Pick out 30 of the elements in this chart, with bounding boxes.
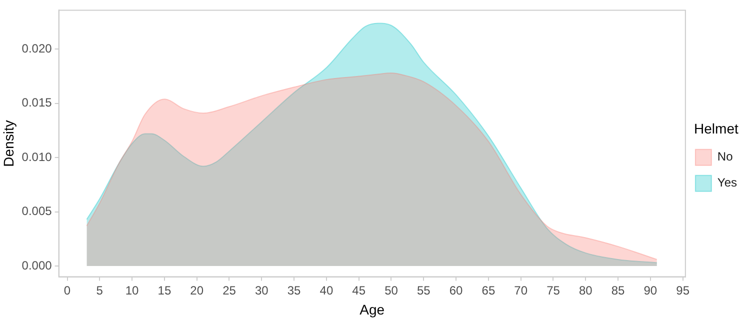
x-tick-label: 35	[287, 283, 302, 298]
x-axis-title: Age	[360, 301, 385, 318]
x-tick-label: 65	[482, 283, 496, 298]
legend-label: No	[717, 150, 734, 164]
x-tick-label: 95	[676, 283, 690, 298]
legend-title: Helmet	[694, 120, 738, 136]
y-tick-label: 0.020	[22, 42, 52, 56]
x-tick-label: 45	[352, 283, 366, 298]
x-tick-label: 55	[416, 283, 431, 298]
x-tick-label: 20	[190, 283, 204, 298]
x-tick-label: 60	[449, 283, 464, 298]
y-tick-label: 0.000	[22, 258, 52, 272]
x-tick-label: 30	[254, 283, 269, 298]
x-tick-label: 25	[222, 283, 236, 298]
x-tick-label: 40	[320, 283, 334, 298]
x-tick-label: 90	[644, 283, 658, 298]
x-tick-label: 75	[546, 283, 560, 298]
x-tick-label: 10	[125, 283, 140, 298]
y-tick-label: 0.010	[22, 150, 52, 164]
x-tick-label: 15	[158, 283, 172, 298]
x-tick-label: 0	[64, 283, 71, 298]
x-tick-label: 80	[578, 283, 593, 298]
x-tick-label: 85	[611, 283, 626, 298]
y-axis-title: Density	[0, 120, 16, 167]
x-tick-label: 70	[514, 283, 528, 298]
y-tick-label: 0.005	[22, 204, 52, 218]
x-tick-label: 5	[96, 283, 104, 298]
y-tick-label: 0.015	[22, 96, 52, 110]
legend-label: Yes	[717, 176, 737, 190]
x-tick-label: 50	[384, 283, 398, 298]
